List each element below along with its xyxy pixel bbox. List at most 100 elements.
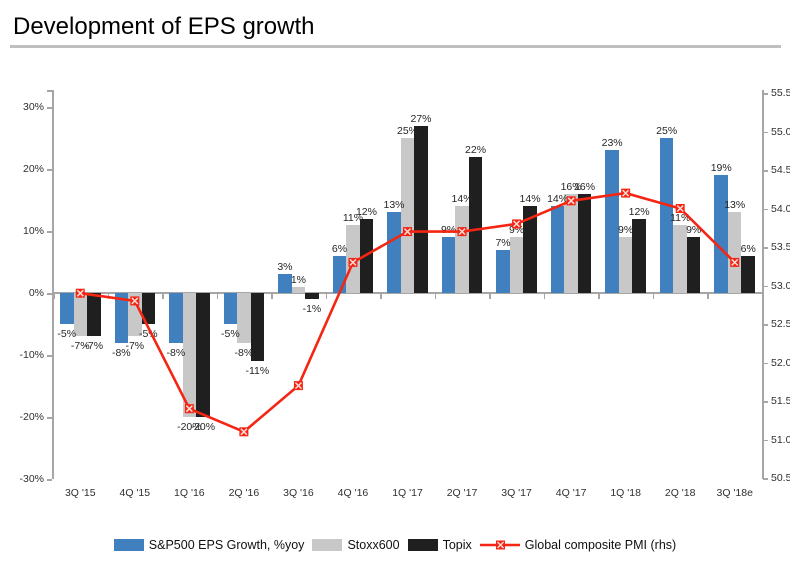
right-axis-tick-label: 54.0 — [771, 202, 790, 215]
category-tick — [598, 293, 600, 299]
bar-data-label: 11% — [670, 211, 691, 224]
x-axis-label: 4Q '15 — [119, 487, 151, 499]
bar-topix — [305, 293, 319, 300]
bar-data-label: -8% — [166, 346, 186, 359]
bar-data-label: 6% — [740, 242, 756, 255]
left-axis-tick — [47, 479, 52, 481]
x-axis-label: 2Q '18 — [664, 487, 696, 499]
bar-stoxx600 — [346, 224, 360, 293]
bar-s-p500-eps-growth-yoy — [332, 255, 347, 293]
x-axis-label: 4Q '17 — [555, 487, 587, 499]
category-tick — [162, 293, 164, 299]
bar-data-label: 27% — [410, 112, 432, 125]
bar-data-label: -8% — [234, 346, 254, 359]
right-axis-tick — [763, 362, 768, 364]
right-axis-tick-label: 55.0 — [771, 125, 790, 138]
bar-data-label: 14% — [451, 193, 473, 206]
legend-item-global-composite-pmi-rhs: Global composite PMI (rhs) — [479, 538, 677, 552]
legend-item-topix: Topix — [407, 538, 472, 552]
bar-data-label: 7% — [495, 236, 511, 249]
x-axis-label: 3Q '18e — [716, 487, 753, 499]
category-tick — [543, 293, 546, 299]
bar-topix — [523, 206, 537, 293]
left-axis-tick — [47, 107, 52, 109]
legend-label: Stoxx600 — [347, 538, 400, 552]
right-axis-tick — [763, 170, 768, 172]
right-axis-tick — [763, 93, 768, 95]
bar-topix — [468, 156, 483, 293]
bar-s-p500-eps-growth-yoy — [605, 150, 619, 293]
right-axis-tick-label: 53.5 — [771, 241, 790, 253]
category-tick — [762, 293, 764, 299]
bar-data-label: 19% — [710, 162, 732, 175]
legend-item-s-p500-eps-growth-yoy: S&P500 EPS Growth, %yoy — [113, 538, 304, 552]
x-axis-label: 2Q '16 — [228, 487, 260, 499]
bar-s-p500-eps-growth-yoy — [223, 293, 238, 324]
left-axis-end-tick — [47, 90, 52, 92]
bar-stoxx600 — [400, 138, 415, 293]
right-axis-tick — [763, 439, 768, 441]
right-value-axis — [762, 90, 764, 479]
left-axis-tick-label: -10% — [19, 349, 44, 361]
bar-data-label: 23% — [601, 137, 623, 150]
right-axis-tick-label: 53.0 — [771, 279, 790, 292]
category-tick — [216, 293, 219, 299]
bar-stoxx600 — [291, 286, 306, 293]
category-tick — [489, 293, 491, 299]
legend-label: Topix — [442, 538, 472, 552]
x-axis-label: 1Q '17 — [392, 487, 423, 499]
bar-data-label: 6% — [331, 242, 348, 255]
bar-topix — [359, 218, 374, 293]
right-axis-tick-label: 50.5 — [771, 472, 790, 484]
bar-data-label: 9% — [508, 224, 525, 237]
bar-data-label: 12% — [628, 205, 650, 218]
bar-data-label: 25% — [396, 125, 418, 137]
bar-data-label: 3% — [277, 261, 293, 274]
bar-data-label: 9% — [618, 224, 634, 237]
category-tick — [107, 293, 110, 299]
right-axis-tick-label: 51.0 — [771, 433, 790, 446]
bar-data-label: -5% — [57, 328, 77, 340]
left-axis-tick-label: 20% — [22, 163, 44, 175]
title-divider — [10, 45, 781, 48]
bar-topix — [414, 125, 428, 293]
x-axis-label: 3Q '16 — [283, 487, 314, 499]
bar-data-label: -5% — [138, 328, 158, 340]
right-axis-tick — [763, 285, 768, 287]
pmi-x-marker — [293, 381, 303, 391]
page-title: Development of EPS growth — [13, 13, 315, 40]
legend-item-stoxx600: Stoxx600 — [312, 538, 400, 552]
x-axis-label: 3Q '15 — [64, 487, 96, 499]
legend-swatch-icon — [113, 539, 144, 551]
bar-data-label: 14% — [519, 193, 541, 206]
left-axis-tick-label: 0% — [28, 287, 44, 299]
legend-line-marker-icon — [479, 540, 520, 550]
right-axis-tick-label: 51.5 — [771, 395, 790, 407]
right-axis-tick-label: 52.0 — [771, 356, 790, 369]
left-axis-tick — [47, 355, 52, 357]
bar-data-label: 25% — [656, 125, 678, 137]
bar-data-label: -7% — [84, 340, 104, 353]
left-axis-tick — [47, 417, 52, 419]
bar-stoxx600 — [564, 193, 578, 293]
x-axis-label: 2Q '17 — [446, 487, 478, 499]
bar-data-label: 9% — [686, 224, 702, 237]
right-axis-tick-label: 55.5 — [771, 87, 790, 99]
left-axis-tick — [47, 293, 52, 295]
left-axis-tick — [47, 231, 52, 233]
bar-topix — [686, 237, 701, 293]
legend-label: Global composite PMI (rhs) — [524, 538, 677, 552]
left-axis-tick-label: -20% — [19, 411, 44, 423]
bar-topix — [87, 293, 101, 337]
bar-s-p500-eps-growth-yoy — [550, 206, 565, 293]
right-axis-tick — [763, 247, 768, 249]
right-axis-tick — [763, 208, 768, 210]
bar-topix — [141, 293, 156, 324]
chart-legend: S&P500 EPS Growth, %yoy Stoxx600 Topix Glob… — [0, 533, 790, 557]
category-tick — [271, 293, 273, 299]
right-axis-tick-label: 52.5 — [771, 318, 790, 330]
category-tick — [325, 293, 328, 299]
x-axis-label: 3Q '17 — [501, 487, 532, 499]
bar-data-label: -7% — [125, 340, 145, 353]
